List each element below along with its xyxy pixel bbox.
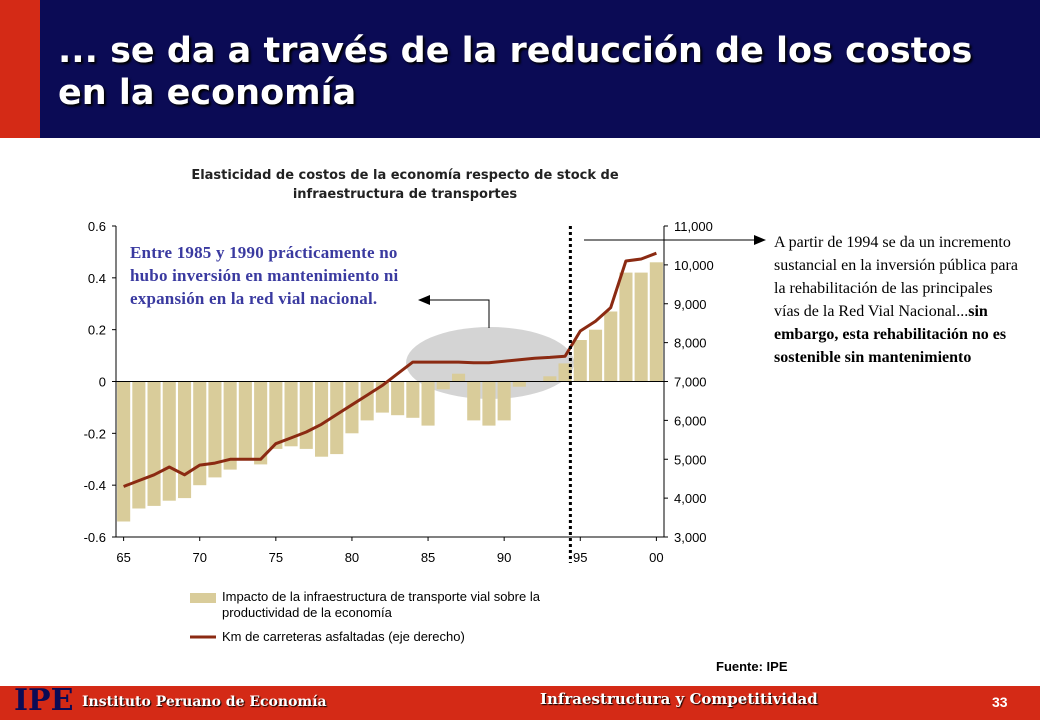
bar-1985: [421, 381, 435, 426]
x-tick-label: 85: [421, 550, 435, 565]
left-tick-label: 0.6: [88, 219, 106, 234]
bar-1979: [330, 381, 344, 455]
bar-1998: [619, 272, 633, 382]
annotation-left: Entre 1985 y 1990 prácticamente no hubo …: [130, 243, 399, 308]
bar-1990: [497, 381, 511, 421]
left-tick-label: -0.6: [84, 530, 106, 545]
footer-organization: Instituto Peruano de Economía: [82, 694, 327, 710]
arrow-left-head: [418, 295, 430, 305]
left-tick-label: -0.2: [84, 426, 106, 441]
legend-label-bar-2: productividad de la economía: [222, 605, 393, 620]
bar-1983: [391, 381, 405, 416]
bar-1988: [467, 381, 481, 421]
bar-1981: [360, 381, 374, 421]
right-tick-label: 7,000: [674, 375, 707, 390]
bar-1995: [573, 340, 587, 382]
bar-1991: [512, 381, 526, 387]
annotation-right: A partir de 1994 se da un incremento sus…: [774, 231, 1019, 369]
bar-1975: [269, 381, 283, 449]
bar-1971: [208, 381, 222, 478]
bar-1973: [238, 381, 252, 460]
right-tick-label: 4,000: [674, 491, 707, 506]
legend-label-bar-1: Impacto de la infraestructura de transpo…: [222, 589, 541, 604]
chart-title: Elasticidad de costos de la economía res…: [191, 168, 619, 202]
annotation-right-plain: A partir de 1994 se da un incremento sus…: [774, 234, 1018, 320]
arrow-right-head: [754, 235, 766, 245]
x-tick-label: 80: [345, 550, 359, 565]
left-tick-label: 0: [99, 375, 106, 390]
x-tick-label: 70: [192, 550, 206, 565]
bar-1994: [558, 363, 572, 382]
right-tick-label: 9,000: [674, 297, 707, 312]
bar-1999: [634, 272, 648, 382]
bar-1976: [284, 381, 298, 447]
bar-1967: [147, 381, 161, 506]
bar-1987: [452, 373, 466, 382]
slide-title: ... se da a través de la reducción de lo…: [58, 31, 973, 113]
bar-1980: [345, 381, 359, 434]
header-bar: [0, 0, 1040, 138]
page-number: 33: [992, 694, 1008, 710]
right-tick-label: 8,000: [674, 336, 707, 351]
bar-2000: [649, 262, 663, 382]
bar-1968: [162, 381, 176, 501]
bar-1989: [482, 381, 496, 426]
legend-label-line: Km de carreteras asfaltadas (eje derecho…: [222, 629, 465, 644]
bar-1969: [178, 381, 192, 499]
left-tick-label: 0.4: [88, 271, 106, 286]
left-tick-label: -0.4: [84, 478, 106, 493]
bar-1977: [299, 381, 313, 449]
x-tick-label: 75: [269, 550, 283, 565]
x-tick-label: 65: [116, 550, 130, 565]
legend-swatch-bar: [190, 593, 216, 603]
series-line-km: [123, 251, 657, 488]
bar-1984: [406, 381, 420, 418]
bar-1970: [193, 381, 207, 486]
right-tick-label: 11,000: [674, 219, 713, 234]
arrow-left-line: [428, 299, 490, 328]
bar-1974: [254, 381, 268, 465]
bar-1966: [132, 381, 146, 509]
bar-1996: [589, 329, 603, 382]
annotation-right-bold: sin embargo, esta rehabilitación no es s…: [774, 303, 1007, 366]
source-note: Fuente: IPE: [716, 659, 788, 674]
footer-topic: Infraestructura y Competitividad: [540, 690, 818, 708]
footer-bar: [0, 686, 1040, 720]
bar-1965: [117, 381, 131, 522]
bar-1997: [604, 311, 618, 382]
bar-1986: [436, 381, 450, 390]
x-tick-label: 00: [649, 550, 663, 565]
bar-1993: [543, 376, 557, 382]
x-tick-label: 95: [573, 550, 587, 565]
right-tick-label: 3,000: [674, 530, 707, 545]
x-tick-label: 90: [497, 550, 511, 565]
right-tick-label: 10,000: [674, 258, 714, 273]
header-red-accent: [0, 0, 40, 138]
bar-1978: [315, 381, 329, 457]
bar-1972: [223, 381, 237, 470]
right-tick-label: 5,000: [674, 452, 707, 467]
left-tick-label: 0.2: [88, 323, 106, 338]
ipe-logo: IPE: [14, 683, 74, 718]
right-tick-label: 6,000: [674, 413, 707, 428]
